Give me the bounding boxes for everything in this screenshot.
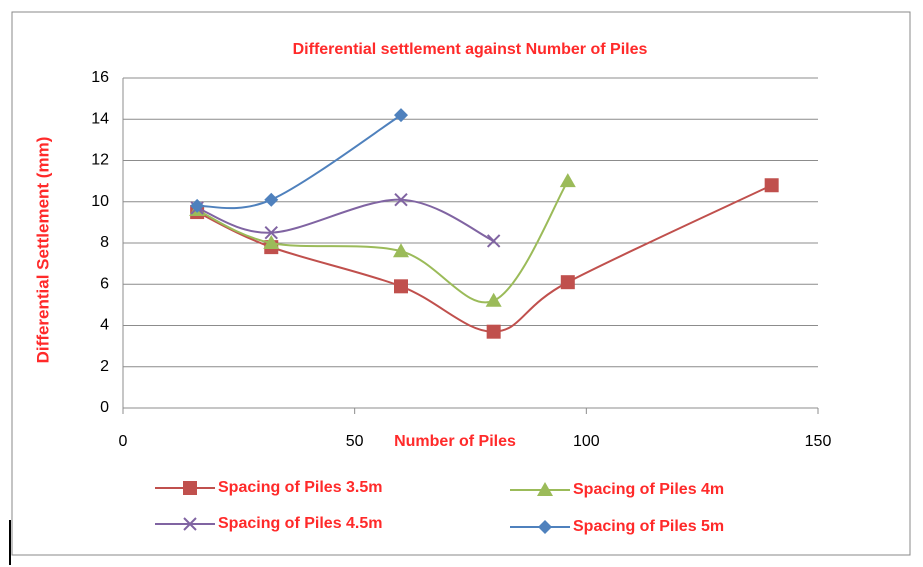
marker bbox=[486, 324, 501, 339]
y-tick-label: 12 bbox=[91, 152, 109, 169]
y-tick-label: 10 bbox=[91, 193, 109, 210]
legend-label: Spacing of Piles 5m bbox=[573, 518, 724, 535]
y-tick-label: 0 bbox=[100, 399, 109, 416]
marker bbox=[537, 482, 553, 496]
marker bbox=[393, 243, 409, 258]
x-tick-label: 150 bbox=[805, 433, 832, 450]
y-tick-label: 8 bbox=[100, 234, 109, 251]
marker bbox=[486, 234, 501, 248]
marker bbox=[394, 279, 408, 294]
series-line bbox=[196, 198, 495, 242]
legend-label: Spacing of Piles 3.5m bbox=[218, 479, 383, 496]
marker bbox=[560, 275, 575, 290]
y-tick-label: 6 bbox=[100, 275, 109, 292]
marker bbox=[394, 108, 408, 123]
marker bbox=[394, 192, 408, 207]
y-axis-label: Differential Settlement (mm) bbox=[33, 137, 52, 364]
marker bbox=[764, 178, 779, 193]
chart-title: Differential settlement against Number o… bbox=[293, 41, 648, 58]
series-line bbox=[197, 114, 402, 210]
x-tick-label: 0 bbox=[119, 433, 128, 450]
marker bbox=[559, 173, 576, 188]
marker bbox=[485, 292, 502, 307]
x-axis-label: Number of Piles bbox=[394, 433, 516, 450]
legend-label: Spacing of Piles 4.5m bbox=[218, 515, 383, 532]
marker bbox=[538, 520, 552, 534]
y-tick-label: 14 bbox=[91, 110, 109, 127]
legend-label: Spacing of Piles 4m bbox=[573, 481, 724, 498]
marker bbox=[183, 481, 197, 495]
marker bbox=[264, 192, 279, 207]
marker bbox=[264, 225, 278, 240]
chart-border bbox=[11, 11, 911, 556]
y-tick-label: 4 bbox=[100, 317, 109, 334]
y-tick-label: 2 bbox=[100, 358, 109, 375]
marker bbox=[183, 517, 197, 531]
x-tick-label: 50 bbox=[346, 433, 364, 450]
marker bbox=[190, 198, 205, 213]
x-tick-label: 100 bbox=[573, 433, 600, 450]
y-tick-label: 16 bbox=[91, 69, 109, 86]
marker bbox=[263, 235, 280, 249]
